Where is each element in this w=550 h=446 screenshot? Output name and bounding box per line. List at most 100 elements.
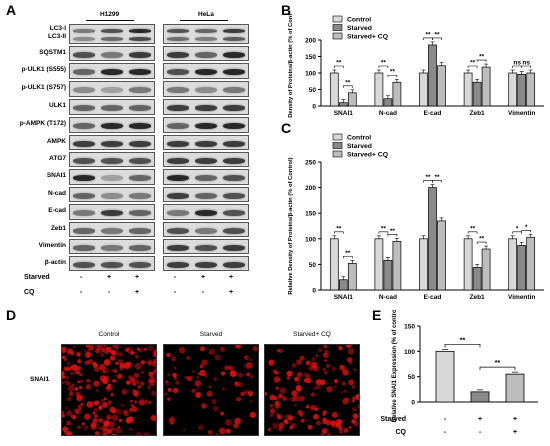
stained-nucleus xyxy=(272,422,279,430)
cell-line-underline xyxy=(86,20,134,21)
stained-nucleus xyxy=(340,391,344,394)
protein-band xyxy=(195,105,217,111)
blot-strip xyxy=(69,187,155,202)
significance-label: ** xyxy=(336,60,342,67)
stained-nucleus xyxy=(315,383,322,390)
stained-nucleus xyxy=(102,370,106,373)
stained-nucleus xyxy=(105,351,109,355)
stained-nucleus xyxy=(352,399,355,403)
significance-bracket xyxy=(343,256,353,259)
stained-nucleus xyxy=(111,427,116,431)
protein-band xyxy=(101,140,123,147)
fluorescence-image xyxy=(264,344,360,436)
protein-band xyxy=(167,87,189,93)
bar xyxy=(435,350,455,403)
stained-nucleus xyxy=(326,385,333,393)
stained-nucleus xyxy=(192,370,196,374)
stained-nucleus xyxy=(196,375,200,380)
stained-nucleus xyxy=(62,355,66,360)
stained-nucleus xyxy=(98,405,103,409)
protein-label: AMPK xyxy=(46,138,66,145)
protein-band xyxy=(101,210,123,216)
significance-label: ** xyxy=(425,31,431,38)
stained-nucleus xyxy=(137,384,142,389)
stained-nucleus xyxy=(219,346,226,353)
stained-nucleus xyxy=(135,354,139,359)
stained-nucleus xyxy=(147,360,153,366)
stained-nucleus xyxy=(352,413,359,420)
stained-nucleus xyxy=(113,345,119,349)
stained-nucleus xyxy=(297,381,301,385)
stained-nucleus xyxy=(143,347,147,351)
stained-nucleus xyxy=(130,399,133,403)
stained-nucleus xyxy=(94,400,100,406)
stained-nucleus xyxy=(66,396,72,402)
bar xyxy=(463,238,473,291)
significance-label: ** xyxy=(495,360,501,367)
stained-nucleus xyxy=(307,424,313,430)
stained-nucleus xyxy=(96,423,100,427)
protein-band xyxy=(195,51,217,58)
protein-band xyxy=(129,244,151,251)
significance-bracket xyxy=(387,234,398,237)
stained-nucleus xyxy=(268,359,275,366)
stained-nucleus xyxy=(348,426,352,429)
blot-strip xyxy=(69,135,155,150)
stained-nucleus xyxy=(331,366,337,372)
stained-nucleus xyxy=(126,361,132,368)
y-tick-label: 100 xyxy=(305,236,316,243)
bar xyxy=(463,72,473,107)
stained-nucleus xyxy=(238,372,244,378)
stained-nucleus xyxy=(276,349,280,352)
protein-band xyxy=(129,69,151,75)
stained-nucleus xyxy=(334,385,337,388)
stained-nucleus xyxy=(219,434,222,435)
protein-band xyxy=(195,244,217,251)
blot-strip xyxy=(69,117,155,133)
stained-nucleus xyxy=(126,381,130,385)
stained-nucleus xyxy=(77,366,82,371)
condition-sign: - xyxy=(444,416,447,423)
stained-nucleus xyxy=(173,366,177,370)
microscopy-row-label: SNAI1 xyxy=(30,376,50,383)
stained-nucleus xyxy=(335,422,342,428)
stained-nucleus xyxy=(249,374,255,380)
bar xyxy=(508,238,518,291)
stained-nucleus xyxy=(101,347,106,353)
condition-sign: - xyxy=(201,289,205,296)
significance-label: ** xyxy=(479,54,485,61)
bar xyxy=(374,238,384,291)
stained-nucleus xyxy=(308,365,314,371)
protein-band xyxy=(73,87,95,93)
protein-band xyxy=(101,87,123,93)
x-tick-label: Vimentin xyxy=(508,110,535,117)
protein-band xyxy=(223,36,245,41)
stained-nucleus xyxy=(316,420,322,426)
stained-nucleus xyxy=(86,401,94,408)
stained-nucleus xyxy=(234,417,241,425)
protein-label: N-cad xyxy=(47,190,66,197)
stained-nucleus xyxy=(338,345,343,351)
y-tick-label: 200 xyxy=(305,185,316,192)
stained-nucleus xyxy=(273,396,278,401)
stained-nucleus xyxy=(313,413,319,420)
significance-bracket xyxy=(387,74,398,78)
stained-nucleus xyxy=(213,376,218,381)
condition-label: Starved xyxy=(380,416,406,423)
significance-label: ** xyxy=(345,250,351,257)
stained-nucleus xyxy=(62,414,65,418)
stained-nucleus xyxy=(246,372,251,377)
stained-nucleus xyxy=(112,345,116,349)
stained-nucleus xyxy=(265,391,268,396)
protein-band xyxy=(73,51,95,58)
stained-nucleus xyxy=(345,345,352,349)
stained-nucleus xyxy=(98,426,102,430)
y-tick-label: 50 xyxy=(309,87,317,94)
condition-label: Starved xyxy=(24,274,50,281)
stained-nucleus xyxy=(278,393,284,399)
stained-nucleus xyxy=(351,384,356,390)
protein-band xyxy=(73,36,95,41)
stained-nucleus xyxy=(115,361,119,365)
bar xyxy=(517,73,527,107)
stained-nucleus xyxy=(66,420,72,426)
